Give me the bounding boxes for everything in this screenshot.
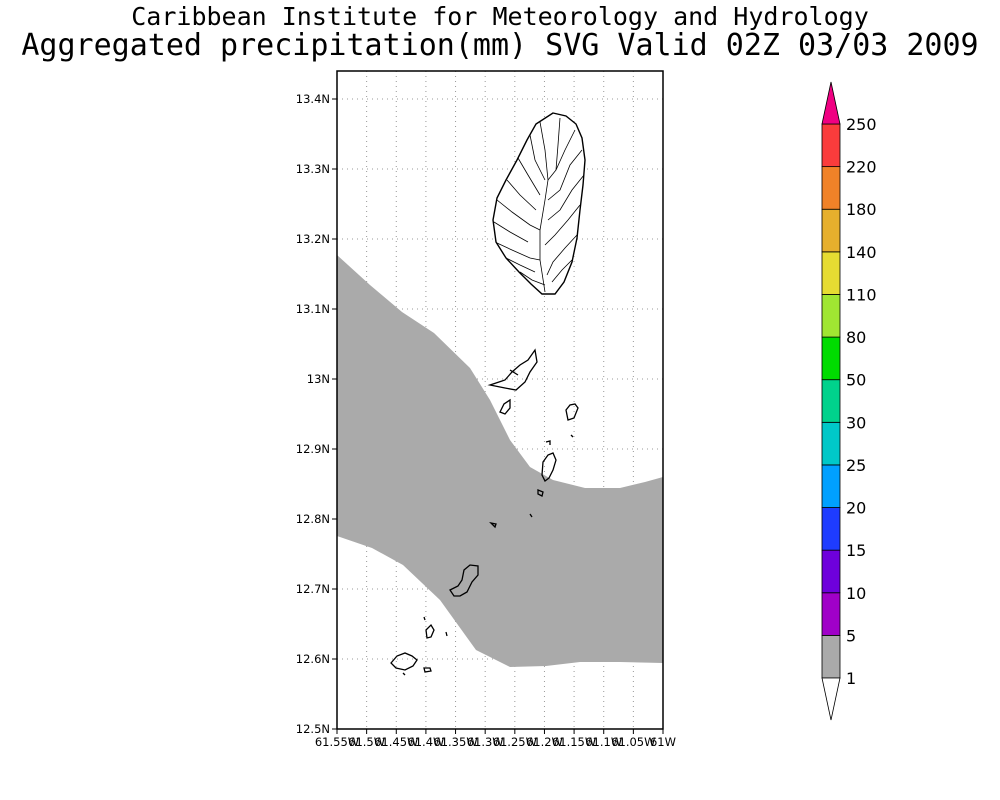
colorbar-level-label: 250: [846, 115, 877, 134]
lat-tick-label: 13.1N: [296, 302, 330, 316]
lat-tick-label: 13.3N: [296, 162, 330, 176]
colorbar-level-label: 180: [846, 200, 877, 219]
colorbar-level-label: 140: [846, 243, 877, 262]
island-small-5: [537, 489, 544, 497]
colorbar-box: [821, 208, 841, 253]
colorbar-level-label: 25: [846, 456, 866, 475]
island-small-8: [423, 616, 426, 621]
colorbar-level-label: 30: [846, 413, 866, 432]
colorbar-level-label: 5: [846, 626, 856, 645]
island-small-6: [529, 513, 533, 518]
colorbar-box: [821, 251, 841, 295]
colorbar-box: [821, 549, 841, 594]
map-product-title: Aggregated precipitation(mm) SVG Valid 0…: [21, 28, 979, 63]
lon-tick-label: 61.5W: [348, 735, 385, 749]
colorbar-box: [821, 507, 841, 551]
island-st-vincent-rivers: [493, 117, 585, 293]
colorbar-level-label: 50: [846, 371, 866, 390]
colorbar-level-label: 15: [846, 541, 866, 560]
island-small-1: [499, 398, 511, 415]
lat-tick-label: 12.6N: [296, 652, 330, 666]
lon-tick-label: 61.35W: [433, 735, 477, 749]
colorbar-level-label: 110: [846, 285, 877, 304]
lat-tick-label: 13.2N: [296, 232, 330, 246]
colorbar-box: [821, 634, 841, 679]
colorbar-box: [821, 123, 841, 168]
longitude-axis: 61.55W61.5W61.45W61.4W61.35W61.3W61.25W6…: [315, 729, 676, 749]
island-small-7: [489, 521, 497, 529]
colorbar-box: [821, 421, 841, 466]
map-frame: [336, 70, 664, 730]
colorbar-level-label: 220: [846, 158, 877, 177]
lon-tick-label: 61W: [650, 735, 676, 749]
island-small-3: [570, 434, 574, 438]
island-canouan: [541, 452, 557, 482]
colorbar-box: [821, 336, 841, 381]
island-small-9: [445, 631, 448, 637]
lat-tick-label: 13.4N: [296, 92, 330, 106]
lat-tick-label: 12.5N: [296, 722, 330, 736]
map-institute-title: Caribbean Institute for Meteorology and …: [131, 2, 869, 31]
lon-tick-label: 61.2W: [526, 735, 563, 749]
island-small-10: [402, 672, 406, 676]
latitude-axis: 13.4N 13.3N 13.2N 13.1N 13N 12.9N 12.8N 12.7N 12…: [296, 92, 337, 736]
colorbar-level-label: 1: [846, 669, 856, 688]
colorbar-box: [821, 379, 841, 423]
island-small-4: [545, 440, 551, 445]
lon-tick-label: 61.25W: [493, 735, 537, 749]
lat-tick-label: 12.9N: [296, 442, 330, 456]
colorbar-box: [821, 464, 841, 508]
island-union: [449, 564, 479, 597]
island-carriacou-1: [425, 623, 435, 639]
island-carriacou-2: [390, 652, 418, 671]
lon-tick-label: 61.1W: [585, 735, 622, 749]
colorbar-box: [821, 294, 841, 338]
colorbar-level-label: 10: [846, 584, 866, 603]
grenadine-islands: [390, 348, 579, 676]
colorbar-above-triangle: [821, 81, 841, 125]
colorbar-box: [821, 592, 841, 636]
precip-band-1-5mm: [337, 255, 663, 667]
lon-tick-label: 61.55W: [315, 735, 359, 749]
lon-tick-label: 61.4W: [407, 735, 444, 749]
island-bequia: [487, 348, 538, 391]
island-st-vincent: [492, 112, 586, 295]
colorbar-level-label: 80: [846, 328, 866, 347]
island-small-11: [423, 667, 432, 673]
colorbar-below-triangle: [821, 677, 841, 721]
colorbar-level-label: 20: [846, 499, 866, 518]
lon-tick-label: 61.15W: [552, 735, 596, 749]
lat-tick-label: 12.8N: [296, 512, 330, 526]
colorbar-box: [821, 166, 841, 210]
lat-tick-label: 12.7N: [296, 582, 330, 596]
island-small-2: [565, 403, 579, 421]
lon-tick-label: 61.3W: [467, 735, 504, 749]
lat-tick-label: 13N: [307, 372, 330, 386]
lon-tick-label: 61.05W: [611, 735, 655, 749]
lon-tick-label: 61.45W: [374, 735, 418, 749]
